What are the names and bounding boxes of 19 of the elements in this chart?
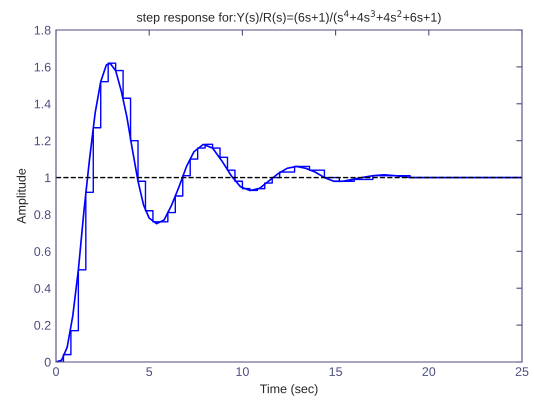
- x-tick-label: 0: [53, 367, 59, 376]
- x-tick-label: 10: [236, 367, 249, 376]
- y-axis-title: Amplitude: [16, 168, 28, 224]
- x-tick-label: 20: [422, 367, 436, 376]
- x-tick-label: 25: [516, 367, 528, 376]
- y-tick-label: 0.2: [34, 320, 51, 330]
- y-tick-label: 0: [44, 358, 51, 367]
- x-axis-title: Time (sec): [260, 384, 318, 396]
- y-tick-label: 1.8: [34, 26, 51, 35]
- y-tick-label: 0.4: [34, 284, 51, 293]
- y-tick-label: 1.4: [34, 100, 51, 108]
- y-tick-label: 1.6: [34, 62, 51, 72]
- x-tick-label: 5: [146, 367, 152, 376]
- x-tick-label: 15: [330, 367, 342, 376]
- y-tick-label: 0.6: [34, 247, 51, 256]
- chart-title: step response for:Y(s)/R(s)=(6s+1)/(s$^{4}$+4s$^{3}$+4s$^{2}$+6s+1): [136, 10, 441, 24]
- y-tick-label: 1.2: [34, 136, 51, 146]
- y-tick-label: 1: [45, 173, 51, 182]
- y-tick-label: 0.8: [34, 210, 51, 220]
